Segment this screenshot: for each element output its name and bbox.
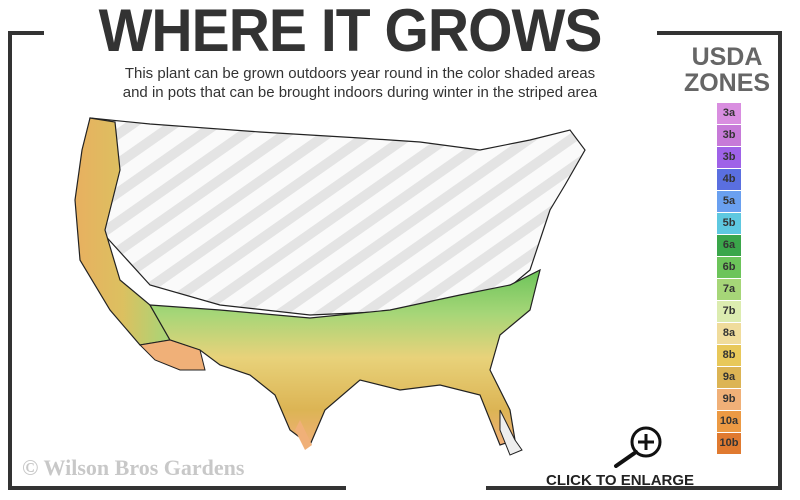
frame-top-left <box>8 31 44 35</box>
usda-zone-map <box>74 117 586 456</box>
legend-zone-6b: 6b <box>717 257 741 278</box>
legend-zone-8b: 8b <box>717 345 741 366</box>
legend-zone-7b: 7b <box>717 301 741 322</box>
legend-zone-6a: 6a <box>717 235 741 256</box>
frame-left <box>8 31 12 490</box>
subtitle-line-1: This plant can be grown outdoors year ro… <box>124 65 596 82</box>
subtitle-line-2: and in pots that can be brought indoors … <box>122 84 598 101</box>
legend-zone-8a: 8a <box>717 323 741 344</box>
legend-title: USDA ZONES <box>680 44 774 96</box>
legend-zone-9a: 9a <box>717 367 741 388</box>
texas-tip <box>295 420 312 450</box>
legend-zone-10b: 10b <box>717 433 741 454</box>
southern-zone <box>148 268 541 446</box>
southwest-zone <box>138 339 206 371</box>
frame-top-right <box>657 31 782 35</box>
legend-zone-9b: 9b <box>717 389 741 410</box>
zoom-in-icon <box>614 426 662 468</box>
legend-zone-7a: 7a <box>717 279 741 300</box>
frame-bottom-right <box>486 486 782 490</box>
enlarge-button[interactable]: CLICK TO ENLARGE <box>540 420 730 494</box>
copyright-watermark: © Wilson Bros Gardens <box>22 455 245 480</box>
frame-right <box>778 31 782 490</box>
legend-title-line-2: ZONES <box>683 69 771 97</box>
legend-title-line-1: USDA <box>691 43 763 71</box>
legend-zone-10a: 10a <box>717 411 741 432</box>
legend-zone-5b: 5b <box>717 213 741 234</box>
legend-zone-4b: 4b <box>717 169 741 190</box>
legend-zone-5a: 5a <box>717 191 741 212</box>
frame-bottom-left <box>8 486 346 490</box>
us-outline-north <box>84 117 586 316</box>
legend-zone-3b: 3b <box>717 125 741 146</box>
legend-zone-3a: 3a <box>717 103 741 124</box>
florida-tip <box>499 409 523 456</box>
legend-zone-3b: 3b <box>717 147 741 168</box>
zone-legend: 3a 3b 3b 4b 5a 5b 6a 6b 7a 7b 8a 8b 9a 9b 10a 10b <box>717 103 741 455</box>
page-title: WHERE IT GROWS <box>98 0 603 64</box>
enlarge-label: CLICK TO ENLARGE <box>546 472 695 489</box>
